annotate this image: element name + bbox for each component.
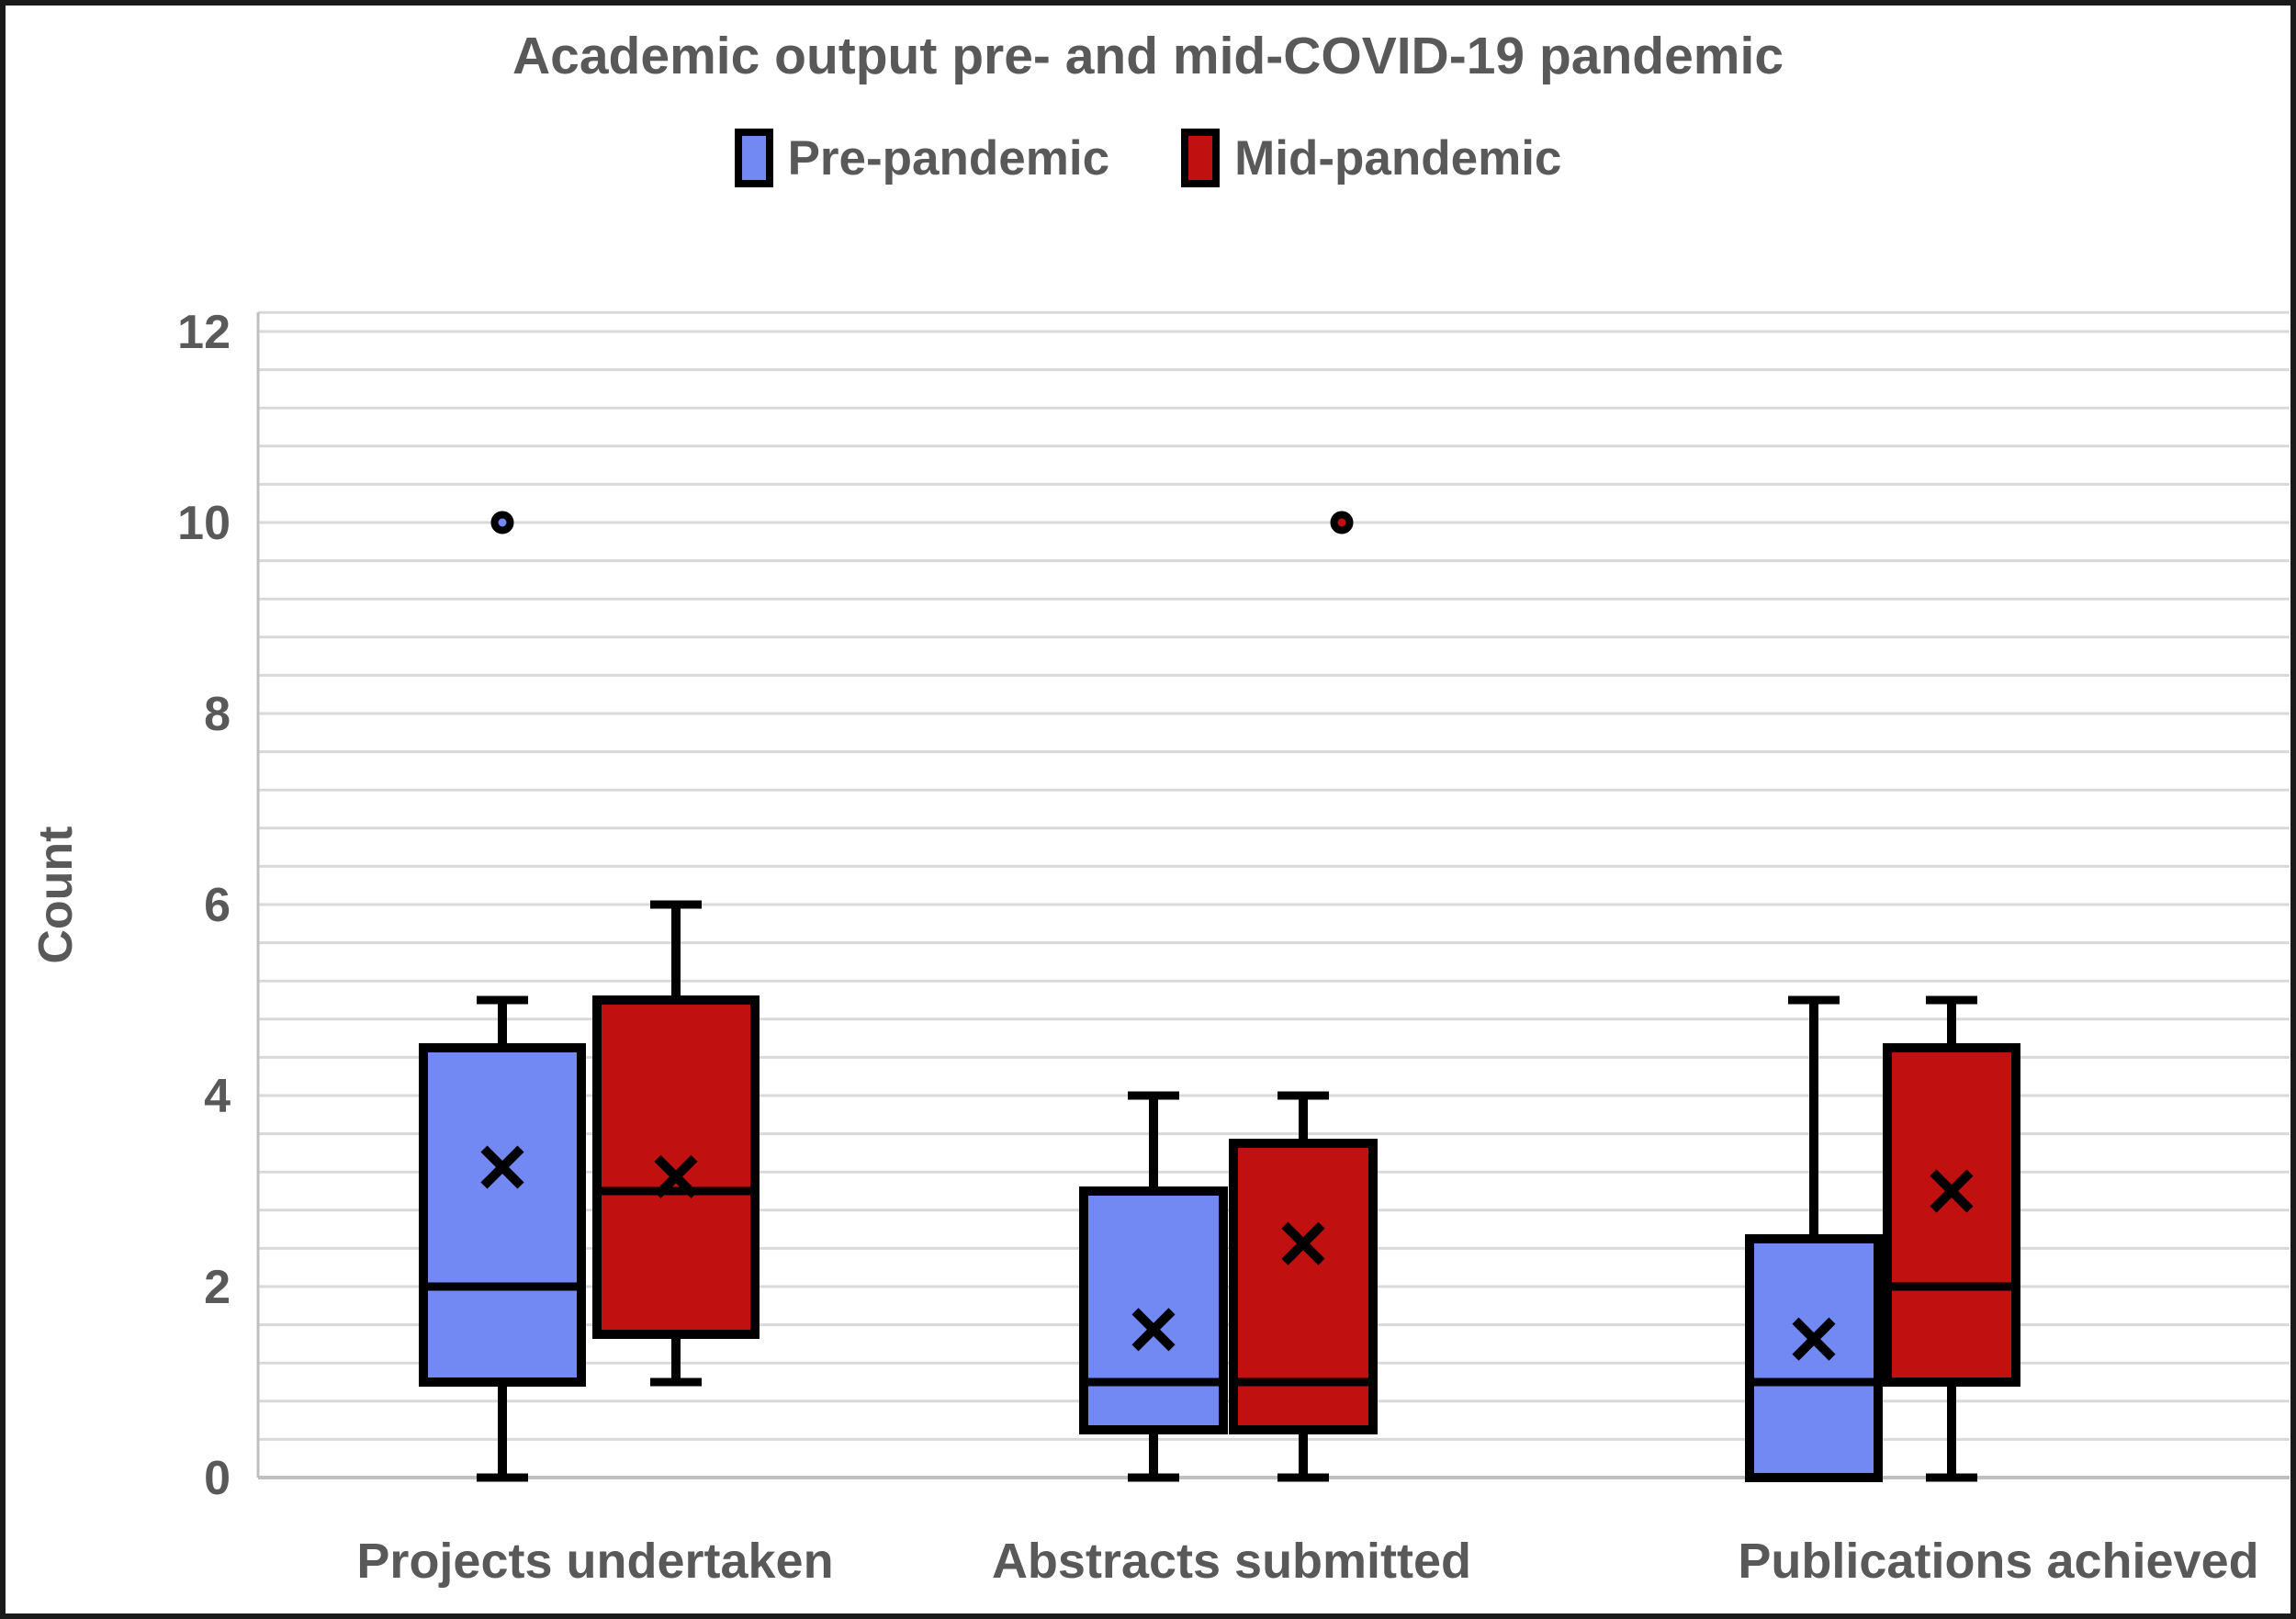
y-tick-label: 8 — [204, 688, 231, 741]
outlier-dot-pre-pandemic-projects-undertaken — [490, 511, 514, 534]
legend: Pre-pandemic Mid-pandemic — [6, 129, 2290, 187]
mean-marker-mid-pandemic-projects-undertaken — [654, 1154, 698, 1198]
mean-marker-pre-pandemic-publications-achieved — [1792, 1317, 1836, 1361]
y-tick-label: 6 — [204, 879, 231, 932]
y-tick-label: 4 — [204, 1070, 231, 1123]
mean-marker-mid-pandemic-publications-achieved — [1930, 1169, 1974, 1213]
box-pre-pandemic-abstracts-submitted — [1079, 1186, 1228, 1434]
box-mid-pandemic-projects-undertaken — [592, 995, 760, 1339]
mean-marker-pre-pandemic-projects-undertaken — [480, 1145, 524, 1189]
pre-pandemic-swatch-icon — [734, 129, 773, 187]
box-mid-pandemic-publications-achieved — [1883, 1043, 2020, 1387]
x-category-label: Projects undertaken — [356, 1534, 833, 1589]
y-tick-label: 2 — [204, 1261, 231, 1314]
boxplot-chart: 0 2 4 6 8 10 12 Count Projects undertaken Abstrac… — [29, 306, 2290, 1589]
legend-item-mid-pandemic: Mid-pandemic — [1181, 129, 1561, 187]
y-tick-label: 0 — [204, 1452, 231, 1505]
mean-marker-mid-pandemic-abstracts-submitted — [1281, 1221, 1325, 1265]
outlier-dot-mid-pandemic-abstracts-submitted — [1330, 511, 1354, 534]
chart-title: Academic output pre- and mid-COVID-19 pa… — [512, 27, 1784, 85]
x-category-label: Abstracts submitted — [992, 1534, 1471, 1589]
y-axis-title: Count — [29, 826, 83, 964]
y-tick-label: 10 — [177, 497, 231, 550]
box-pre-pandemic-publications-achieved — [1745, 1234, 1883, 1482]
box-pre-pandemic-projects-undertaken — [419, 1043, 586, 1387]
box-mid-pandemic-abstracts-submitted — [1229, 1139, 1378, 1434]
y-tick-label: 12 — [177, 306, 231, 359]
mid-pandemic-swatch-icon — [1181, 129, 1221, 187]
legend-label-mid-pandemic: Mid-pandemic — [1234, 130, 1562, 186]
legend-item-pre-pandemic: Pre-pandemic — [734, 129, 1110, 187]
legend-label-pre-pandemic: Pre-pandemic — [787, 130, 1110, 186]
x-category-label: Publications achieved — [1738, 1534, 2258, 1589]
mean-marker-pre-pandemic-abstracts-submitted — [1131, 1308, 1176, 1352]
